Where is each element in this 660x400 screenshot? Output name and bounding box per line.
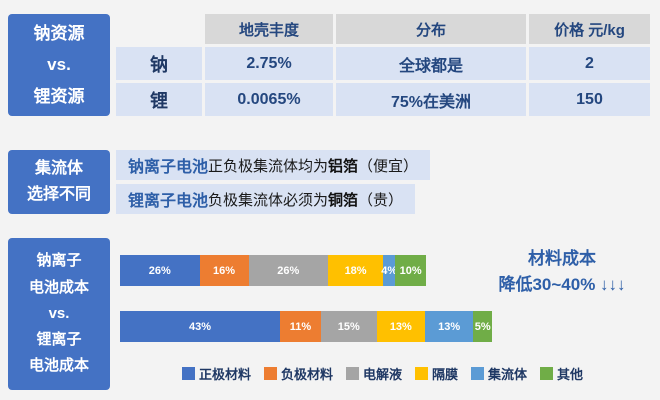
legend-swatch bbox=[263, 367, 277, 380]
sidebar-line: 电池成本 bbox=[28, 357, 89, 375]
legend-swatch bbox=[471, 367, 485, 380]
sidebar-line: 电池成本 bbox=[28, 278, 89, 296]
sidebar-line: 钠离子 bbox=[36, 252, 82, 270]
stacked-bar: 26% 16% 26% 18% 4% 10% bbox=[120, 255, 426, 286]
legend-label: 负极材料 bbox=[280, 367, 333, 382]
table-cell-lithium: 锂 bbox=[116, 83, 202, 116]
collector-text: 负极集流体必须为 bbox=[208, 191, 329, 209]
bar-segment: 43% bbox=[120, 311, 280, 342]
legend-swatch bbox=[345, 367, 359, 380]
bar-segment-label: 26% bbox=[277, 264, 300, 277]
bar-segment: 26% bbox=[248, 255, 329, 286]
legend-item: 电解液 bbox=[345, 364, 402, 383]
table-cell-sodium-distribution: 全球都是 bbox=[336, 47, 526, 80]
bar-segment: 13% bbox=[376, 311, 426, 342]
cost-bar-chart: 26% 16% 26% 18% 4% 10% 43% 11% 15% 13% 13% 5% bbox=[120, 255, 492, 342]
stacked-bar: 43% 11% 15% 13% 13% 5% bbox=[120, 311, 492, 342]
cost-section-title: 钠离子 电池成本 vs. 锂离子 电池成本 bbox=[8, 238, 110, 390]
bar-segment: 16% bbox=[199, 255, 249, 286]
resource-section-title: 钠资源 vs. 锂资源 bbox=[8, 14, 110, 116]
sidebar-line: vs. bbox=[48, 304, 70, 322]
table-cell-sodium-price: 2 bbox=[529, 47, 650, 80]
resource-table: 地壳丰度 分布 价格 元/kg 钠 2.75% 全球都是 2 锂 0.0065%… bbox=[116, 14, 650, 116]
bar-segment: 5% bbox=[473, 311, 492, 342]
bar-segment: 15% bbox=[320, 311, 377, 342]
table-cell-sodium-abundance: 2.75% bbox=[205, 47, 333, 80]
cost-annotation-line: 材料成本 bbox=[528, 249, 596, 268]
sidebar-line: 锂离子 bbox=[36, 331, 82, 349]
bar-segment-label: 10% bbox=[399, 264, 422, 277]
material-name: 铜箔 bbox=[328, 191, 359, 209]
bar-segment-label: 43% bbox=[188, 320, 211, 333]
legend-item: 正极材料 bbox=[181, 364, 251, 383]
bar-segment-label: 16% bbox=[213, 264, 236, 277]
legend-swatch bbox=[415, 367, 428, 380]
collector-section-title: 集流体 选择不同 bbox=[8, 150, 110, 214]
table-header-distribution: 分布 bbox=[336, 14, 526, 44]
sidebar-line: 锂资源 bbox=[33, 86, 85, 106]
table-header-abundance: 地壳丰度 bbox=[205, 14, 333, 44]
bar-segment-label: 13% bbox=[389, 320, 412, 333]
legend-swatch bbox=[181, 367, 195, 380]
collector-info: 钠离子电池 正负极集流体均为 铝箔 （便宜） 锂离子电池 负极集流体必须为 铜箔 （贵） bbox=[116, 150, 431, 218]
collector-text: 正负极集流体均为 bbox=[208, 157, 329, 175]
sidebar-line: vs. bbox=[47, 55, 71, 75]
table-cell-sodium: 钠 bbox=[116, 47, 202, 80]
bar-segment-label: 26% bbox=[148, 264, 171, 277]
battery-name: 钠离子电池 bbox=[128, 159, 209, 176]
bar-segment-label: 11% bbox=[289, 320, 312, 333]
bar-segment-label: 4% bbox=[381, 264, 398, 277]
bar-segment-label: 13% bbox=[438, 320, 461, 333]
bar-segment: 11% bbox=[279, 311, 321, 342]
table-cell-lithium-distribution: 75%在美洲 bbox=[336, 83, 526, 116]
legend-item: 集流体 bbox=[471, 364, 527, 383]
bar-segment: 18% bbox=[328, 255, 384, 286]
legend-label: 电解液 bbox=[362, 367, 402, 382]
battery-name: 锂离子电池 bbox=[128, 193, 209, 210]
legend-label: 集流体 bbox=[488, 367, 528, 382]
legend-label: 隔膜 bbox=[432, 367, 459, 382]
table-header-price: 价格 元/kg bbox=[529, 14, 650, 44]
legend-item: 负极材料 bbox=[263, 364, 333, 383]
table-cell-lithium-abundance: 0.0065% bbox=[205, 83, 333, 116]
bar-segment: 10% bbox=[395, 255, 426, 286]
bar-segment-label: 18% bbox=[344, 264, 367, 277]
legend-label: 正极材料 bbox=[198, 367, 251, 382]
table-header-empty bbox=[116, 14, 202, 44]
bar-segment: 4% bbox=[381, 255, 398, 286]
sidebar-line: 钠资源 bbox=[33, 23, 85, 43]
legend-label: 其他 bbox=[557, 367, 584, 382]
collector-note: （便宜） bbox=[358, 157, 419, 175]
sidebar-line: 集流体 bbox=[34, 160, 83, 178]
bar-segment: 13% bbox=[425, 311, 474, 342]
collector-line-lithium: 锂离子电池 负极集流体必须为 铜箔 （贵） bbox=[116, 184, 416, 214]
bar-segment-label: 15% bbox=[337, 320, 360, 333]
sidebar-line: 选择不同 bbox=[26, 186, 91, 203]
collector-line-sodium: 钠离子电池 正负极集流体均为 铝箔 （便宜） bbox=[116, 150, 431, 180]
bar-segment: 26% bbox=[120, 255, 200, 286]
legend-item: 隔膜 bbox=[415, 364, 458, 383]
collector-note: （贵） bbox=[358, 191, 404, 209]
cost-annotation: 材料成本 降低30~40% ↓↓↓ bbox=[468, 246, 656, 297]
bar-segment-label: 5% bbox=[474, 320, 491, 333]
legend-item: 其他 bbox=[540, 364, 583, 383]
cost-annotation-line: 降低30~40% ↓↓↓ bbox=[498, 274, 626, 294]
legend-swatch bbox=[540, 367, 554, 380]
chart-legend: 正极材料 负极材料 电解液 隔膜 集流体 其他 bbox=[110, 364, 655, 383]
table-cell-lithium-price: 150 bbox=[529, 83, 650, 116]
material-name: 铝箔 bbox=[328, 157, 359, 175]
